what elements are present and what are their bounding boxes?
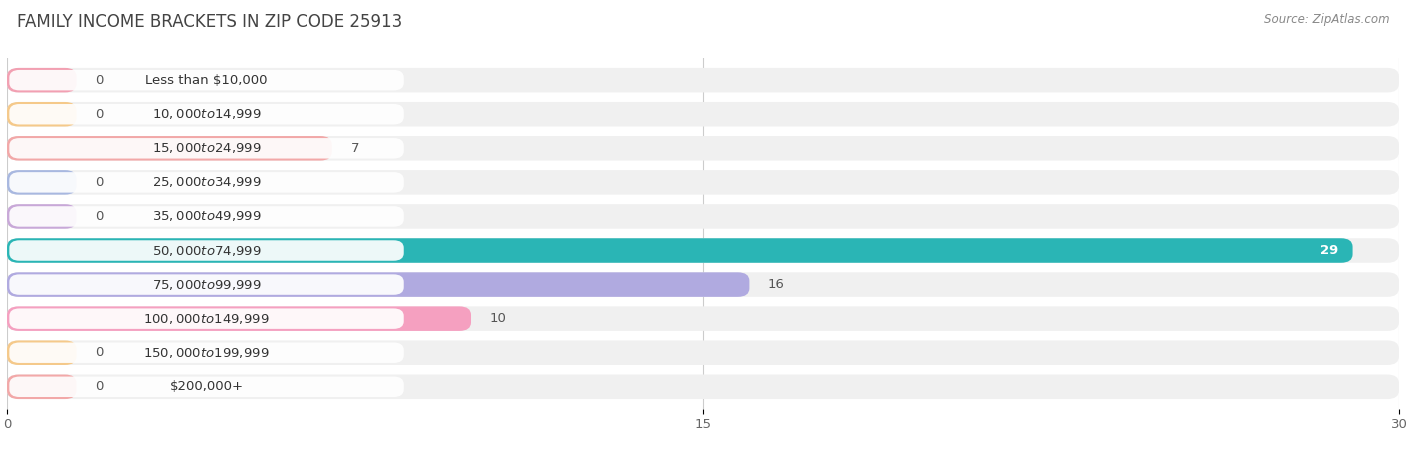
Text: 0: 0: [96, 108, 104, 121]
FancyBboxPatch shape: [7, 136, 332, 161]
Text: $75,000 to $99,999: $75,000 to $99,999: [152, 277, 262, 291]
FancyBboxPatch shape: [7, 238, 1353, 263]
FancyBboxPatch shape: [7, 68, 77, 92]
Text: 29: 29: [1320, 244, 1339, 257]
FancyBboxPatch shape: [7, 374, 77, 399]
Text: 0: 0: [96, 210, 104, 223]
FancyBboxPatch shape: [7, 272, 749, 297]
FancyBboxPatch shape: [10, 70, 404, 90]
Text: 7: 7: [350, 142, 359, 155]
Text: FAMILY INCOME BRACKETS IN ZIP CODE 25913: FAMILY INCOME BRACKETS IN ZIP CODE 25913: [17, 13, 402, 31]
Text: $150,000 to $199,999: $150,000 to $199,999: [143, 346, 270, 360]
Text: Less than $10,000: Less than $10,000: [145, 74, 267, 87]
Text: 10: 10: [489, 312, 506, 325]
Text: 0: 0: [96, 74, 104, 87]
FancyBboxPatch shape: [7, 102, 77, 127]
FancyBboxPatch shape: [7, 204, 1399, 229]
FancyBboxPatch shape: [7, 68, 1399, 92]
FancyBboxPatch shape: [7, 306, 1399, 331]
FancyBboxPatch shape: [7, 238, 1399, 263]
Text: $200,000+: $200,000+: [170, 380, 243, 393]
FancyBboxPatch shape: [10, 343, 404, 363]
FancyBboxPatch shape: [7, 204, 77, 229]
FancyBboxPatch shape: [7, 340, 77, 365]
FancyBboxPatch shape: [10, 104, 404, 124]
FancyBboxPatch shape: [10, 206, 404, 227]
Text: $100,000 to $149,999: $100,000 to $149,999: [143, 312, 270, 326]
FancyBboxPatch shape: [10, 138, 404, 158]
FancyBboxPatch shape: [10, 377, 404, 397]
FancyBboxPatch shape: [10, 240, 404, 261]
Text: 16: 16: [768, 278, 785, 291]
Text: 0: 0: [96, 176, 104, 189]
FancyBboxPatch shape: [7, 374, 1399, 399]
Text: $35,000 to $49,999: $35,000 to $49,999: [152, 209, 262, 224]
Text: 0: 0: [96, 380, 104, 393]
FancyBboxPatch shape: [7, 136, 1399, 161]
FancyBboxPatch shape: [10, 308, 404, 329]
FancyBboxPatch shape: [7, 170, 77, 195]
Text: $10,000 to $14,999: $10,000 to $14,999: [152, 107, 262, 121]
FancyBboxPatch shape: [7, 272, 1399, 297]
Text: $25,000 to $34,999: $25,000 to $34,999: [152, 176, 262, 189]
FancyBboxPatch shape: [7, 340, 1399, 365]
Text: $50,000 to $74,999: $50,000 to $74,999: [152, 243, 262, 258]
FancyBboxPatch shape: [7, 170, 1399, 195]
Text: $15,000 to $24,999: $15,000 to $24,999: [152, 141, 262, 155]
Text: 0: 0: [96, 346, 104, 359]
Text: Source: ZipAtlas.com: Source: ZipAtlas.com: [1264, 13, 1389, 26]
FancyBboxPatch shape: [10, 274, 404, 295]
FancyBboxPatch shape: [7, 102, 1399, 127]
FancyBboxPatch shape: [7, 306, 471, 331]
FancyBboxPatch shape: [10, 172, 404, 193]
